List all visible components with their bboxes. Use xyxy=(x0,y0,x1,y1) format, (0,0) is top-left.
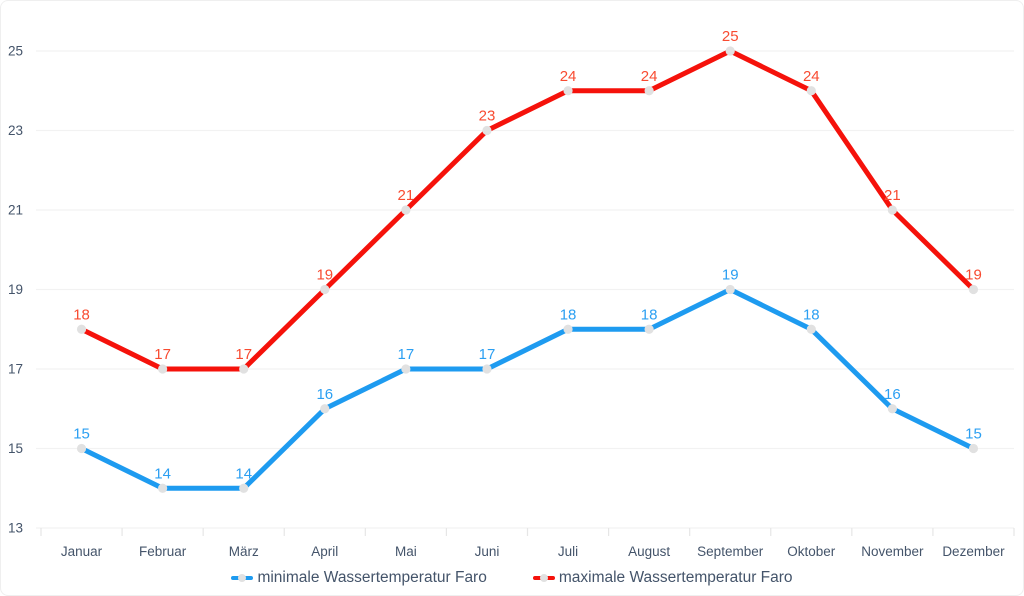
data-point-marker xyxy=(968,284,979,295)
data-point-label: 18 xyxy=(803,306,820,323)
x-category-label: November xyxy=(861,544,924,559)
data-point-label: 18 xyxy=(560,306,577,323)
data-point-marker xyxy=(320,284,330,295)
x-category-label: Dezember xyxy=(942,544,1005,559)
data-point-label: 21 xyxy=(398,187,415,204)
min-series-line xyxy=(79,287,976,491)
max-series-line xyxy=(79,48,976,372)
data-point-label: 14 xyxy=(154,465,171,482)
data-point-label: 23 xyxy=(479,108,496,125)
data-point-marker xyxy=(725,284,735,295)
y-tick-label: 19 xyxy=(8,282,23,297)
data-point-label: 24 xyxy=(560,68,577,85)
data-point-label: 17 xyxy=(154,346,171,363)
data-point-marker xyxy=(239,483,249,493)
data-point-label: 14 xyxy=(235,465,252,482)
data-point-label: 19 xyxy=(316,267,333,284)
x-category-label: März xyxy=(229,544,259,559)
legend-item-max: maximale Wassertemperatur Faro xyxy=(532,567,793,589)
x-category-label: Juni xyxy=(475,544,500,559)
data-point-label: 19 xyxy=(722,267,739,284)
data-point-marker xyxy=(401,364,411,374)
y-axis-labels: 13 15 17 19 21 23 25 xyxy=(8,44,23,536)
y-tick-label: 17 xyxy=(8,362,23,377)
data-point-label: 18 xyxy=(73,306,90,323)
x-axis-labels: Januar Februar März April Mai Juni Juli August S… xyxy=(61,544,1005,559)
data-point-label: 15 xyxy=(73,426,90,443)
data-point-marker xyxy=(239,364,249,374)
x-category-label: April xyxy=(311,544,338,559)
data-point-marker xyxy=(401,205,411,215)
data-point-marker xyxy=(158,364,168,374)
y-tick-label: 21 xyxy=(8,203,23,218)
data-point-marker xyxy=(158,483,168,493)
data-point-marker xyxy=(563,324,573,334)
legend-item-min: minimale Wassertemperatur Faro xyxy=(231,567,487,589)
data-point-label: 17 xyxy=(235,346,252,363)
data-point-label: 17 xyxy=(479,346,496,363)
x-category-label: Juli xyxy=(558,544,578,559)
data-point-marker xyxy=(887,404,897,414)
data-point-marker xyxy=(806,324,816,334)
min-series-markers xyxy=(76,284,979,493)
data-point-label: 25 xyxy=(722,28,739,45)
data-point-label: 24 xyxy=(641,68,658,85)
data-point-marker xyxy=(482,125,492,136)
data-point-marker xyxy=(76,324,87,334)
data-point-marker xyxy=(563,86,573,96)
x-axis-ticks xyxy=(40,528,1015,536)
data-point-label: 15 xyxy=(965,426,982,443)
data-point-marker xyxy=(482,364,492,374)
max-series-markers xyxy=(76,46,979,374)
min-series-data-labels: 15 14 14 16 17 17 18 18 19 18 16 15 xyxy=(73,267,982,483)
y-tick-label: 25 xyxy=(8,44,23,59)
data-point-label: 16 xyxy=(316,386,333,403)
max-series-legend-marker-icon xyxy=(532,573,555,583)
legend-label-max: maximale Wassertemperatur Faro xyxy=(558,569,793,586)
data-point-label: 18 xyxy=(641,306,658,323)
legend: minimale Wassertemperatur Faro maximale … xyxy=(1,567,1023,589)
data-point-marker xyxy=(725,46,735,56)
x-category-label: September xyxy=(697,544,764,559)
data-point-marker xyxy=(76,443,87,454)
gridlines xyxy=(36,50,1014,529)
data-point-marker xyxy=(887,205,897,215)
data-point-label: 16 xyxy=(884,386,901,403)
data-point-marker xyxy=(644,86,654,96)
y-tick-label: 23 xyxy=(8,123,23,138)
data-point-label: 17 xyxy=(398,346,415,363)
data-point-marker xyxy=(968,443,979,454)
legend-label-min: minimale Wassertemperatur Faro xyxy=(257,569,487,586)
x-category-label: Februar xyxy=(139,544,187,559)
max-series-data-labels: 18 17 17 19 21 23 24 24 25 24 21 19 xyxy=(73,28,982,363)
data-point-label: 21 xyxy=(884,187,901,204)
data-point-label: 24 xyxy=(803,68,820,85)
data-point-marker xyxy=(644,324,654,334)
data-point-marker xyxy=(806,86,816,96)
x-category-label: August xyxy=(628,544,670,559)
data-point-marker xyxy=(320,404,330,414)
data-point-label: 19 xyxy=(965,267,982,284)
x-category-label: Januar xyxy=(61,544,103,559)
y-tick-label: 13 xyxy=(8,521,23,536)
min-series-legend-marker-icon xyxy=(231,573,254,583)
y-tick-label: 15 xyxy=(8,441,23,456)
x-category-label: Mai xyxy=(395,544,417,559)
x-category-label: Oktober xyxy=(787,544,836,559)
